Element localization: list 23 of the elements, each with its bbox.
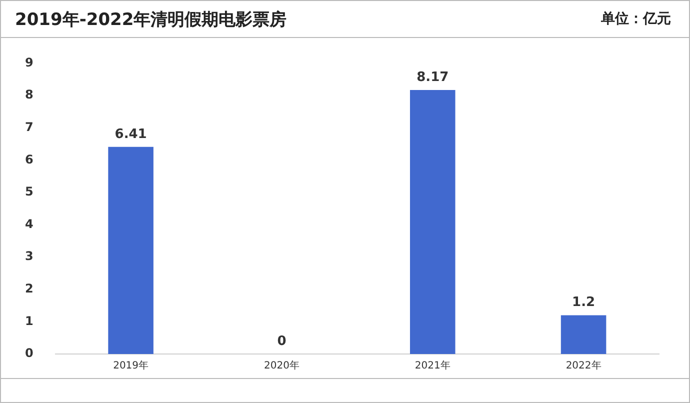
- y-tick-label: 5: [24, 184, 34, 199]
- x-tick-label: 2020年: [264, 360, 300, 372]
- data-label: 8.17: [416, 70, 449, 85]
- data-label: 1.2: [572, 295, 596, 310]
- chart-subtitle: 单位：亿元: [601, 10, 671, 28]
- x-tick-label: 2022年: [566, 360, 602, 372]
- y-tick-label: 1: [24, 314, 34, 328]
- y-tick-label: 9: [24, 55, 34, 70]
- y-tick-label: 3: [24, 249, 34, 264]
- bar: [108, 146, 154, 354]
- y-tick-label: 7: [24, 120, 34, 134]
- y-tick-label: 4: [24, 216, 34, 231]
- x-tick-label: 2019年: [113, 360, 149, 372]
- bar: [560, 315, 606, 354]
- y-tick-label: 8: [24, 88, 34, 102]
- data-label: 6.41: [114, 126, 147, 142]
- chart-title: 2019年-2022年清明假期电影票房: [15, 8, 287, 30]
- x-tick-label: 2021年: [414, 360, 450, 372]
- y-tick-label: 0: [24, 346, 34, 360]
- y-tick-label: 2: [24, 282, 34, 296]
- y-tick-label: 6: [24, 152, 34, 166]
- data-label: 0: [277, 334, 286, 349]
- bar: [410, 90, 456, 354]
